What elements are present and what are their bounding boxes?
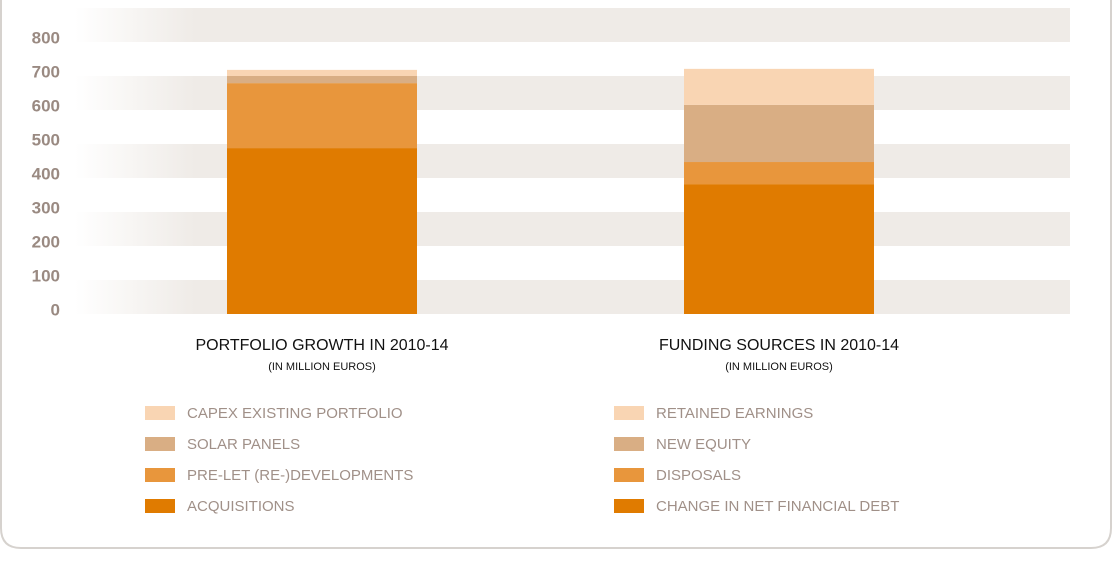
legend-swatch (614, 406, 644, 420)
bar-segment (227, 148, 417, 314)
legend-swatch (145, 437, 175, 451)
legend-label: NEW EQUITY (656, 436, 751, 453)
y-tick-label: 500 (32, 130, 60, 149)
legend-swatch (614, 468, 644, 482)
group-subtitle: (IN MILLION EUROS) (725, 361, 833, 373)
bar-segment (227, 69, 417, 76)
y-tick-label: 800 (32, 28, 60, 47)
y-tick-label: 0 (51, 300, 60, 319)
group-title: PORTFOLIO GROWTH IN 2010-14 (195, 337, 448, 354)
grid-band (75, 76, 1070, 110)
y-tick-label: 100 (32, 266, 60, 285)
legend-label: CAPEX EXISTING PORTFOLIO (187, 405, 403, 422)
panel-border (0, 0, 1112, 549)
legend-swatch (614, 437, 644, 451)
legend-label: CHANGE IN NET FINANCIAL DEBT (656, 498, 899, 515)
y-tick-label: 400 (32, 164, 60, 183)
grid-band (75, 8, 1070, 42)
legend-label: PRE-LET (RE-)DEVELOPMENTS (187, 467, 413, 484)
legend-label: RETAINED EARNINGS (656, 405, 813, 422)
legend-swatch (614, 499, 644, 513)
legend-swatch (145, 406, 175, 420)
group-title: FUNDING SOURCES IN 2010-14 (659, 337, 899, 354)
legend-swatch (145, 499, 175, 513)
bar-segment (684, 104, 874, 163)
y-tick-label: 300 (32, 198, 60, 217)
y-tick-label: 700 (32, 62, 60, 81)
y-tick-label: 200 (32, 232, 60, 251)
bar-segment (684, 184, 874, 314)
legend-label: DISPOSALS (656, 467, 741, 484)
grid-band (75, 280, 1070, 314)
grid-band (75, 212, 1070, 246)
group-subtitle: (IN MILLION EUROS) (268, 361, 376, 373)
legend-label: SOLAR PANELS (187, 436, 300, 453)
legend-swatch (145, 468, 175, 482)
bar-segment (227, 83, 417, 149)
bar-segment (684, 162, 874, 185)
bar-segment (684, 68, 874, 105)
legend-label: ACQUISITIONS (187, 498, 295, 515)
bar-segment (227, 76, 417, 84)
grid-band (75, 144, 1070, 178)
y-tick-label: 600 (32, 96, 60, 115)
